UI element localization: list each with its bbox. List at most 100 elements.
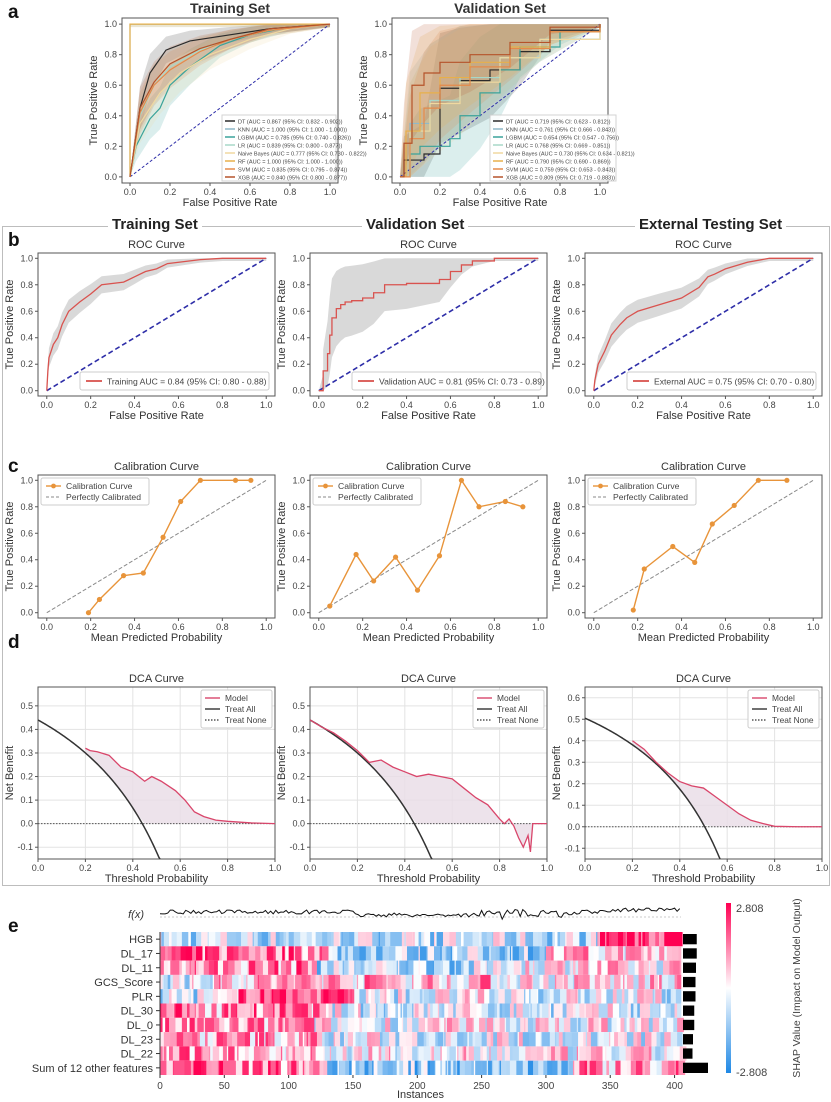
heatmap-cell	[517, 974, 521, 990]
x-tick-label: 0.6	[446, 863, 459, 873]
heatmap-cell	[358, 1003, 361, 1018]
heatmap-cell	[247, 974, 255, 990]
heatmap-cell	[323, 974, 329, 990]
x-tick-label: 1.0	[807, 622, 820, 632]
heatmap-cell	[274, 960, 279, 975]
heatmap-cell	[426, 960, 434, 975]
group-title-training: Training Set	[108, 216, 202, 233]
heatmap-cell	[648, 974, 651, 990]
heatmap-cell	[668, 1060, 675, 1075]
heatmap-cell	[228, 1046, 235, 1061]
heatmap-cell	[547, 1046, 552, 1061]
heatmap-cell	[185, 974, 190, 990]
x-tick-label: 1.0	[594, 187, 607, 197]
heatmap-cell	[467, 946, 473, 961]
heatmap-cell	[179, 1046, 187, 1061]
heatmap-cell	[255, 1032, 259, 1047]
y-axis-label: True Positive Rate	[4, 501, 16, 591]
heatmap-cell	[572, 1046, 578, 1061]
heatmap-cell	[659, 1017, 664, 1033]
heatmap-cell	[516, 1003, 524, 1018]
heatmap-cell	[626, 1060, 632, 1075]
chart-b-ext: 0.0 0.2 0.4 0.6 0.8 1.00.00.20.40.60.81.0Fals…	[551, 239, 823, 422]
heatmap-cell	[513, 960, 521, 975]
heatmap-cell	[181, 1017, 188, 1033]
model-line	[632, 740, 822, 828]
heatmap-cell	[257, 1032, 260, 1047]
heatmap-cell	[554, 1017, 558, 1033]
heatmap-cell	[418, 946, 421, 961]
heatmap-cell	[405, 1032, 413, 1047]
heatmap-cell	[590, 932, 597, 947]
heatmap-cell	[506, 960, 508, 975]
heatmap-cell	[253, 974, 259, 990]
heatmap-cell	[509, 946, 512, 961]
heatmap-cell	[599, 974, 606, 990]
heatmap-cell	[311, 1003, 314, 1018]
heatmap-cell	[412, 1017, 419, 1033]
heatmap-cell	[561, 1060, 569, 1075]
plot-frame	[391, 17, 609, 184]
heatmap-cell	[596, 989, 602, 1004]
x-tick-label: 0.2	[164, 187, 177, 197]
heatmap-cell	[605, 974, 611, 990]
heatmap-cell	[530, 1046, 538, 1061]
heatmap-cell	[160, 1046, 162, 1061]
heatmap-cell	[614, 1032, 619, 1047]
heatmap-cell	[529, 989, 531, 1004]
heatmap-cell	[638, 960, 644, 975]
heatmap-cell	[358, 1046, 363, 1061]
heatmap-cell	[160, 1003, 162, 1018]
heatmap-cell	[301, 1003, 309, 1018]
heatmap-cell	[669, 1046, 674, 1061]
heatmap-cell	[390, 1003, 396, 1018]
heatmap-cell	[181, 932, 189, 947]
heatmap-cell	[264, 989, 271, 1004]
heatmap-cell	[401, 1003, 404, 1018]
legend-label: Treat None	[225, 715, 267, 725]
heatmap-cell	[463, 932, 471, 947]
heatmap-cell	[619, 1046, 626, 1061]
heatmap-cell	[224, 1017, 230, 1033]
heatmap-cell	[493, 960, 498, 975]
heatmap-cell	[307, 1032, 311, 1047]
heatmap-cell	[620, 974, 624, 990]
legend-label: KNN (AUC = 1.000 (95% CI: 1.000 - 1.000)…	[238, 128, 347, 134]
heatmap-cell	[477, 946, 484, 961]
heatmap-cell	[412, 1046, 418, 1061]
heatmap-cell	[637, 1017, 642, 1033]
heatmap-cell	[662, 960, 670, 975]
heatmap-cell	[659, 1003, 661, 1018]
heatmap-cell	[229, 1017, 233, 1033]
heatmap-cell	[552, 932, 556, 947]
treat-all-line	[584, 717, 721, 860]
heatmap-cell	[238, 1017, 244, 1033]
heatmap-cell	[309, 1060, 314, 1075]
heatmap-cell	[625, 932, 628, 947]
x-tick-label: 300	[538, 1081, 555, 1092]
heatmap-cell	[665, 1003, 672, 1018]
heatmap-cell	[673, 960, 681, 975]
heatmap-cell	[547, 932, 553, 947]
heatmap-cell	[307, 960, 313, 975]
heatmap-cell	[354, 1017, 360, 1033]
heatmap-cell	[678, 946, 682, 961]
x-tick-label: 150	[345, 1081, 362, 1092]
heatmap-cell	[342, 932, 350, 947]
x-tick-label: 1.0	[532, 400, 545, 410]
heatmap-cell	[282, 974, 288, 990]
heatmap-cell	[392, 960, 398, 975]
heatmap-cell	[611, 946, 619, 961]
heatmap-cell	[382, 960, 387, 975]
net-benefit-area	[85, 748, 276, 824]
heatmap-cell	[288, 932, 295, 947]
heatmap-cell	[345, 1060, 350, 1075]
heatmap-cell	[671, 932, 677, 947]
heatmap-cell	[214, 1017, 220, 1033]
heatmap-cell	[293, 1032, 296, 1047]
heatmap-cell	[491, 1060, 494, 1075]
heatmap-cell	[361, 1017, 368, 1033]
heatmap-cell	[473, 1017, 480, 1033]
legend-label: RF (AUC = 0.790 (95% CI: 0.690 - 0.869))	[506, 160, 611, 166]
